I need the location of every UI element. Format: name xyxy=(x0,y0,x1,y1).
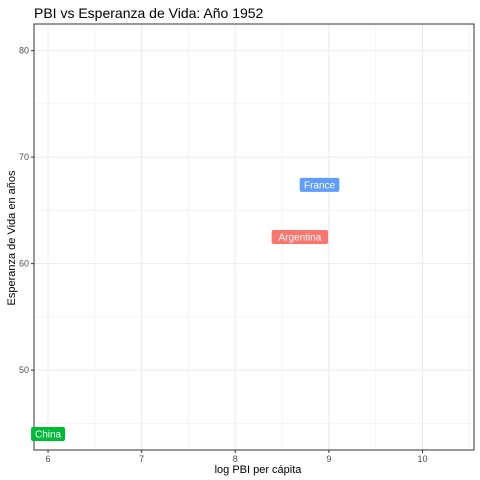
y-tick-label: 60 xyxy=(19,259,29,269)
y-tick-label: 80 xyxy=(19,46,29,56)
y-tick-label: 50 xyxy=(19,365,29,375)
chart-title: PBI vs Esperanza de Vida: Año 1952 xyxy=(34,5,264,21)
point-label: China xyxy=(35,430,62,441)
point-label-box xyxy=(31,427,66,442)
x-tick-label: 7 xyxy=(139,454,144,464)
point-label: Argentina xyxy=(278,233,321,244)
y-tick-label: 70 xyxy=(19,152,29,162)
point-label: France xyxy=(304,180,336,191)
x-tick-label: 9 xyxy=(326,454,331,464)
x-tick-label: 6 xyxy=(46,454,51,464)
x-tick-label: 10 xyxy=(418,454,428,464)
plot-area: 6 7 8 9 10 50 60 70 80 France Argentina China xyxy=(19,23,475,464)
panel-border xyxy=(33,23,475,451)
point-label-box xyxy=(271,230,329,244)
y-axis-title: Esperanza de Vida en años xyxy=(6,170,18,305)
x-tick-label: 8 xyxy=(233,454,238,464)
x-axis-title: log PBI per cápita xyxy=(215,464,303,476)
point-label-box xyxy=(299,177,340,192)
